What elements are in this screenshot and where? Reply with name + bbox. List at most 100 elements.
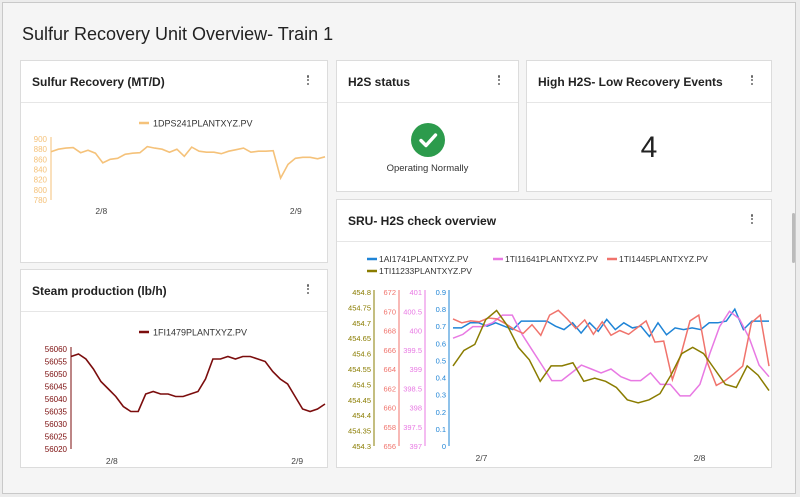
y-tick-label: 840 — [34, 166, 48, 175]
status-text: Operating Normally — [386, 163, 469, 174]
x-tick-label: 2/9 — [291, 456, 303, 466]
card-header: High H2S- Low Recovery Events — [527, 61, 771, 103]
y-tick-label: 0.7 — [436, 322, 446, 331]
x-tick-label: 2/7 — [476, 453, 488, 463]
y-tick-label: 400.5 — [403, 307, 422, 316]
card-header: Sulfur Recovery (MT/D) — [21, 61, 327, 103]
y-tick-label: 56020 — [45, 445, 68, 454]
y-tick-label: 662 — [383, 384, 396, 393]
y-tick-label: 454.55 — [348, 365, 371, 374]
kebab-menu-icon[interactable] — [747, 213, 757, 229]
legend-label: 1AI1741PLANTXYZ.PV — [379, 254, 469, 264]
y-tick-label: 454.5 — [352, 380, 371, 389]
y-tick-label: 668 — [383, 327, 396, 336]
x-tick-label: 2/8 — [694, 453, 706, 463]
sru-h2s-overview-chart: 1AI1741PLANTXYZ.PV 1TI11641PLANTXYZ.PV 1TI… — [348, 254, 770, 463]
legend-label: 1DPS241PLANTXYZ.PV — [153, 119, 253, 129]
y-tick-label: 397 — [409, 442, 422, 451]
kebab-menu-icon[interactable] — [303, 283, 313, 299]
series-line-1FI1479PLANTXYZ.PV — [70, 353, 326, 413]
y-tick-label: 454.7 — [352, 319, 371, 328]
event-count: 4 — [640, 131, 658, 164]
y-tick-label: 0.6 — [436, 339, 446, 348]
y-tick-label: 800 — [34, 186, 48, 195]
series-line-1DPS241PLANTXYZ.PV — [50, 145, 326, 181]
legend-label: 1FI1479PLANTXYZ.PV — [153, 328, 247, 338]
steam-chart-area: 1FI1479PLANTXYZ.PV 56020 56025 56030 56035 56… — [21, 313, 327, 467]
y-tick-label: 397.5 — [403, 423, 422, 432]
overview-chart-area: 1AI1741PLANTXYZ.PV 1TI11641PLANTXYZ.PV 1TI… — [337, 243, 771, 467]
series-line-1AI1741PLANTXYZ.PV — [453, 307, 769, 338]
y-tick-label: 399 — [409, 365, 422, 374]
sru-h2s-overview-card: SRU- H2S check overview 1AI1741PLANTXYZ.… — [336, 199, 772, 468]
y-tick-label: 56035 — [45, 408, 68, 417]
y-tick-label: 56030 — [45, 420, 68, 429]
y-tick-label: 454.6 — [352, 350, 371, 359]
scrollbar[interactable] — [792, 213, 795, 263]
y-tick-label: 660 — [383, 404, 396, 413]
series-line-1TI11641PLANTXYZ.PV — [452, 310, 770, 397]
y-tick-label: 56055 — [45, 358, 68, 367]
sulfur-chart-area: 1DPS241PLANTXYZ.PV 780 800 820 840 860 880 900 2… — [21, 104, 327, 262]
y-tick-label: 900 — [34, 135, 48, 144]
y-tick-label: 0.3 — [436, 391, 446, 400]
y-tick-label: 56040 — [45, 395, 68, 404]
kebab-menu-icon[interactable] — [303, 74, 313, 90]
x-tick-label: 2/9 — [290, 206, 302, 216]
legend-label: 1TI11641PLANTXYZ.PV — [505, 254, 598, 264]
y-tick-label: 398 — [409, 404, 422, 413]
y-tick-label: 56050 — [45, 370, 68, 379]
kebab-menu-icon[interactable] — [747, 74, 757, 90]
y-tick-label: 398.5 — [403, 384, 422, 393]
y-tick-label: 454.65 — [348, 334, 371, 343]
kebab-menu-icon[interactable] — [494, 74, 504, 90]
card-header: H2S status — [337, 61, 518, 103]
y-tick-label: 880 — [34, 145, 48, 154]
y-tick-label: 670 — [383, 307, 396, 316]
y-tick-label: 0.8 — [436, 305, 446, 314]
x-tick-label: 2/8 — [95, 206, 107, 216]
card-title: Sulfur Recovery (MT/D) — [32, 75, 165, 89]
h2s-status-card: H2S status Operating Normally — [336, 60, 519, 192]
y-tick-label: 454.45 — [348, 396, 371, 405]
sulfur-recovery-card: Sulfur Recovery (MT/D) 1DPS241PLANTXYZ.P… — [20, 60, 328, 263]
series-line-1TI11233PLANTXYZ.PV — [452, 309, 770, 404]
status-indicator: Operating Normally — [337, 123, 518, 174]
y-tick-label: 860 — [34, 155, 48, 164]
card-title: High H2S- Low Recovery Events — [538, 75, 723, 89]
card-title: H2S status — [348, 75, 411, 89]
steam-production-chart: 1FI1479PLANTXYZ.PV 56020 56025 56030 56035 56… — [45, 328, 326, 466]
y-tick-label: 401 — [409, 288, 422, 297]
y-tick-label: 454.75 — [348, 303, 371, 312]
y-tick-label: 0.9 — [436, 288, 446, 297]
high-h2s-events-card: High H2S- Low Recovery Events 4 — [526, 60, 772, 192]
legend-label: 1TI11233PLANTXYZ.PV — [379, 266, 472, 276]
y-tick-label: 56025 — [45, 433, 68, 442]
y-tick-label: 56060 — [45, 345, 68, 354]
y-tick-label: 454.35 — [348, 427, 371, 436]
x-tick-label: 2/8 — [106, 456, 118, 466]
y-tick-label: 0.1 — [436, 425, 446, 434]
y-tick-label: 780 — [34, 196, 48, 205]
legend-label: 1TI1445PLANTXYZ.PV — [619, 254, 708, 264]
card-title: Steam production (lb/h) — [32, 284, 167, 298]
card-header: SRU- H2S check overview — [337, 200, 771, 242]
y-tick-label: 454.8 — [352, 288, 371, 297]
y-tick-label: 400 — [409, 327, 422, 336]
y-tick-label: 0.2 — [436, 408, 446, 417]
dashboard-title: Sulfur Recovery Unit Overview- Train 1 — [22, 24, 334, 44]
y-tick-label: 672 — [383, 288, 396, 297]
y-tick-label: 656 — [383, 442, 396, 451]
y-tick-label: 820 — [34, 176, 48, 185]
y-tick-label: 454.3 — [352, 442, 371, 451]
card-title: SRU- H2S check overview — [348, 214, 497, 228]
y-tick-label: 56045 — [45, 383, 68, 392]
y-tick-label: 666 — [383, 346, 396, 355]
y-tick-label: 0.4 — [436, 374, 446, 383]
check-circle-icon — [410, 123, 445, 157]
y-tick-label: 399.5 — [403, 346, 422, 355]
steam-production-card: Steam production (lb/h) 1FI1479PLANTXYZ.… — [20, 269, 328, 468]
y-tick-label: 0.5 — [436, 356, 446, 365]
